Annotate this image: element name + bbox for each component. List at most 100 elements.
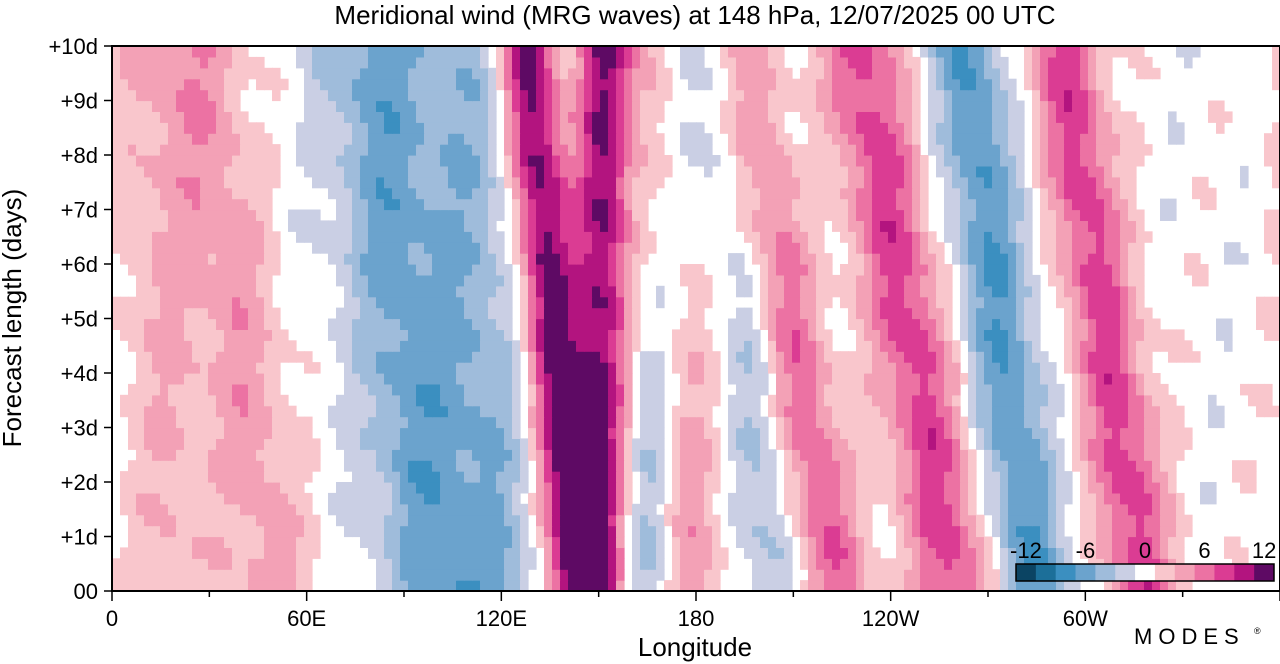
heatmap-cell — [208, 122, 217, 134]
heatmap-cell — [144, 285, 153, 298]
heatmap-cell — [240, 264, 249, 276]
heatmap-cell — [824, 340, 833, 352]
heatmap-cell — [424, 285, 433, 298]
heatmap-cell — [648, 492, 657, 505]
heatmap-cell — [728, 329, 737, 341]
heatmap-cell — [736, 383, 745, 396]
heatmap-cell — [384, 133, 393, 145]
heatmap-cell — [800, 492, 809, 505]
heatmap-cell — [184, 209, 193, 221]
heatmap-cell — [1128, 460, 1137, 472]
heatmap-cell — [264, 133, 273, 145]
heatmap-cell — [208, 220, 217, 232]
heatmap-cell — [552, 122, 561, 134]
heatmap-cell — [1184, 580, 1193, 592]
heatmap-cell — [240, 514, 249, 527]
heatmap-cell — [672, 558, 681, 570]
heatmap-cell — [872, 558, 881, 570]
heatmap-cell — [176, 318, 185, 330]
heatmap-cell — [768, 209, 777, 221]
heatmap-cell — [608, 231, 617, 243]
heatmap-cell — [536, 296, 545, 309]
heatmap-cell — [136, 460, 145, 472]
heatmap-cell — [856, 155, 865, 167]
heatmap-cell — [1104, 296, 1113, 309]
heatmap-cell — [1160, 427, 1169, 439]
heatmap-cell — [816, 536, 825, 548]
heatmap-cell — [320, 231, 329, 243]
heatmap-cell — [392, 460, 401, 472]
heatmap-cell — [152, 438, 161, 450]
heatmap-cell — [808, 285, 817, 298]
heatmap-cell — [400, 122, 409, 134]
heatmap-cell — [800, 187, 809, 200]
heatmap-cell — [816, 209, 825, 221]
heatmap-cell — [976, 296, 985, 309]
heatmap-cell — [376, 547, 385, 559]
heatmap-cell — [536, 176, 545, 189]
heatmap-cell — [1056, 274, 1065, 287]
heatmap-cell — [296, 351, 305, 363]
heatmap-cell — [200, 165, 209, 178]
heatmap-cell — [752, 569, 761, 581]
heatmap-cell — [448, 285, 457, 298]
heatmap-cell — [984, 569, 993, 581]
heatmap-cell — [808, 580, 817, 592]
heatmap-cell — [1104, 253, 1113, 265]
heatmap-cell — [1104, 492, 1113, 505]
heatmap-cell — [512, 198, 521, 211]
heatmap-cell — [816, 144, 825, 156]
heatmap-cell — [1248, 460, 1257, 472]
heatmap-cell — [1072, 144, 1081, 156]
heatmap-cell — [552, 536, 561, 548]
heatmap-cell — [480, 274, 489, 287]
heatmap-cell — [832, 416, 841, 429]
heatmap-cell — [568, 155, 577, 167]
heatmap-cell — [368, 416, 377, 429]
heatmap-cell — [440, 307, 449, 320]
heatmap-cell — [456, 394, 465, 407]
heatmap-cell — [648, 155, 657, 167]
heatmap-cell — [600, 558, 609, 570]
heatmap-cell — [760, 536, 769, 548]
heatmap-cell — [272, 231, 281, 243]
heatmap-cell — [448, 242, 457, 254]
heatmap-cell — [744, 416, 753, 429]
heatmap-cell — [488, 264, 497, 276]
heatmap-cell — [1080, 427, 1089, 439]
heatmap-cell — [352, 144, 361, 156]
heatmap-cell — [256, 242, 265, 254]
heatmap-cell — [256, 449, 265, 461]
heatmap-cell — [888, 296, 897, 309]
heatmap-cell — [864, 307, 873, 320]
heatmap-cell — [872, 383, 881, 396]
heatmap-cell — [752, 449, 761, 461]
heatmap-cell — [1104, 362, 1113, 374]
heatmap-cell — [1240, 253, 1249, 265]
heatmap-cell — [240, 558, 249, 570]
heatmap-cell — [352, 133, 361, 145]
heatmap-cell — [368, 318, 377, 330]
heatmap-cell — [248, 209, 257, 221]
heatmap-cell — [128, 405, 137, 418]
heatmap-cell — [992, 198, 1001, 211]
heatmap-cell — [320, 220, 329, 232]
heatmap-cell — [800, 405, 809, 418]
heatmap-cell — [1048, 209, 1057, 221]
heatmap-cell — [496, 231, 505, 243]
heatmap-cell — [360, 514, 369, 527]
heatmap-cell — [240, 383, 249, 396]
heatmap-cell — [736, 514, 745, 527]
heatmap-cell — [128, 427, 137, 439]
heatmap-cell — [216, 165, 225, 178]
heatmap-cell — [1048, 144, 1057, 156]
heatmap-cell — [880, 231, 889, 243]
heatmap-cell — [560, 231, 569, 243]
heatmap-cell — [808, 296, 817, 309]
heatmap-cell — [872, 340, 881, 352]
heatmap-cell — [160, 492, 169, 505]
heatmap-cell — [680, 144, 689, 156]
heatmap-cell — [816, 427, 825, 439]
chart-title: Meridional wind (MRG waves) at 148 hPa, … — [334, 0, 1055, 30]
heatmap-cell — [480, 503, 489, 516]
